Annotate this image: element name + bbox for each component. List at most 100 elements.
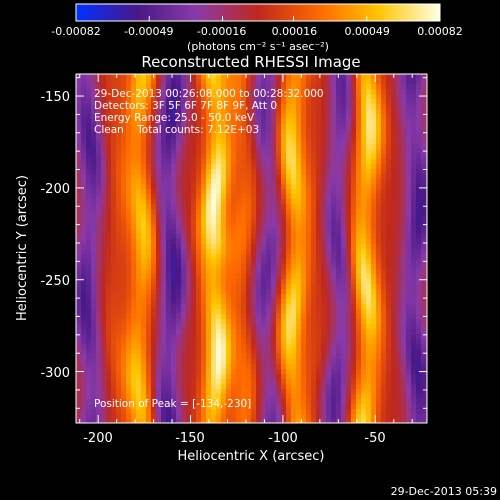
heatmap-cell: [186, 289, 192, 295]
heatmap-cell: [411, 199, 417, 205]
heatmap-cell: [396, 309, 402, 315]
heatmap-cell: [381, 104, 387, 110]
heatmap-cell: [156, 329, 162, 335]
heatmap-cell: [121, 104, 127, 110]
heatmap-cell: [406, 334, 412, 340]
heatmap-cell: [176, 384, 182, 390]
heatmap-cell: [131, 254, 137, 260]
heatmap-cell: [181, 159, 187, 165]
heatmap-cell: [196, 289, 202, 295]
heatmap-cell: [176, 274, 182, 280]
heatmap-cell: [191, 114, 197, 120]
heatmap-cell: [281, 359, 287, 365]
heatmap-cell: [206, 219, 212, 225]
heatmap-cell: [141, 399, 147, 405]
heatmap-cell: [416, 254, 422, 260]
heatmap-cell: [261, 164, 267, 170]
heatmap-cell: [111, 199, 117, 205]
heatmap-cell: [141, 184, 147, 190]
heatmap-cell: [96, 144, 102, 150]
heatmap-cell: [196, 329, 202, 335]
heatmap-cell: [416, 299, 422, 305]
heatmap-cell: [406, 269, 412, 275]
heatmap-cell: [421, 184, 427, 190]
heatmap-cell: [216, 254, 222, 260]
heatmap-cell: [206, 399, 212, 405]
heatmap-cell: [286, 264, 292, 270]
heatmap-cell: [261, 74, 267, 80]
heatmap-cell: [326, 94, 332, 100]
heatmap-cell: [116, 309, 122, 315]
heatmap-cell: [416, 324, 422, 330]
heatmap-cell: [271, 389, 277, 395]
heatmap-cell: [251, 254, 257, 260]
heatmap-cell: [91, 149, 97, 155]
heatmap-cell: [171, 404, 177, 410]
heatmap-cell: [271, 154, 277, 160]
heatmap-cell: [286, 139, 292, 145]
heatmap-cell: [326, 239, 332, 245]
heatmap-cell: [406, 234, 412, 240]
heatmap-cell: [311, 344, 317, 350]
heatmap-cell: [296, 334, 302, 340]
heatmap-cell: [101, 184, 107, 190]
heatmap-cell: [221, 219, 227, 225]
heatmap-cell: [121, 409, 127, 415]
heatmap-cell: [311, 404, 317, 410]
heatmap-cell: [306, 119, 312, 125]
heatmap-cell: [211, 164, 217, 170]
heatmap-cell: [421, 349, 427, 355]
heatmap-cell: [206, 84, 212, 90]
heatmap-cell: [221, 139, 227, 145]
heatmap-cell: [111, 254, 117, 260]
heatmap-cell: [346, 244, 352, 250]
heatmap-cell: [81, 184, 87, 190]
heatmap-cell: [281, 354, 287, 360]
heatmap-cell: [421, 409, 427, 415]
heatmap-cell: [86, 299, 92, 305]
heatmap-cell: [371, 189, 377, 195]
heatmap-cell: [171, 144, 177, 150]
heatmap-cell: [231, 319, 237, 325]
heatmap-cell: [211, 199, 217, 205]
heatmap-cell: [251, 304, 257, 310]
heatmap-cell: [286, 349, 292, 355]
heatmap-cell: [111, 224, 117, 230]
heatmap-cell: [231, 339, 237, 345]
heatmap-cell: [101, 419, 107, 423]
heatmap-cell: [251, 319, 257, 325]
heatmap-cell: [96, 254, 102, 260]
heatmap-cell: [401, 94, 407, 100]
heatmap-cell: [281, 144, 287, 150]
heatmap-cell: [201, 359, 207, 365]
heatmap-cell: [171, 284, 177, 290]
heatmap-cell: [341, 99, 347, 105]
heatmap-cell: [176, 289, 182, 295]
heatmap-cell: [146, 279, 152, 285]
heatmap-cell: [156, 209, 162, 215]
heatmap-cell: [201, 319, 207, 325]
heatmap-cell: [271, 259, 277, 265]
heatmap-cell: [266, 404, 272, 410]
heatmap-cell: [101, 324, 107, 330]
heatmap-cell: [416, 284, 422, 290]
heatmap-cell: [156, 419, 162, 423]
heatmap-cell: [331, 414, 337, 420]
heatmap-cell: [166, 329, 172, 335]
heatmap-cell: [366, 204, 372, 210]
heatmap-cell: [291, 269, 297, 275]
heatmap-cell: [231, 354, 237, 360]
heatmap-cell: [396, 154, 402, 160]
heatmap-cell: [351, 374, 357, 380]
heatmap-cell: [101, 144, 107, 150]
heatmap-cell: [401, 79, 407, 85]
heatmap-cell: [96, 264, 102, 270]
heatmap-cell: [396, 184, 402, 190]
heatmap-cell: [201, 119, 207, 125]
heatmap-cell: [421, 354, 427, 360]
heatmap-cell: [371, 419, 377, 423]
heatmap-cell: [361, 239, 367, 245]
heatmap-cell: [251, 264, 257, 270]
heatmap-cell: [256, 179, 262, 185]
heatmap-cell: [281, 164, 287, 170]
